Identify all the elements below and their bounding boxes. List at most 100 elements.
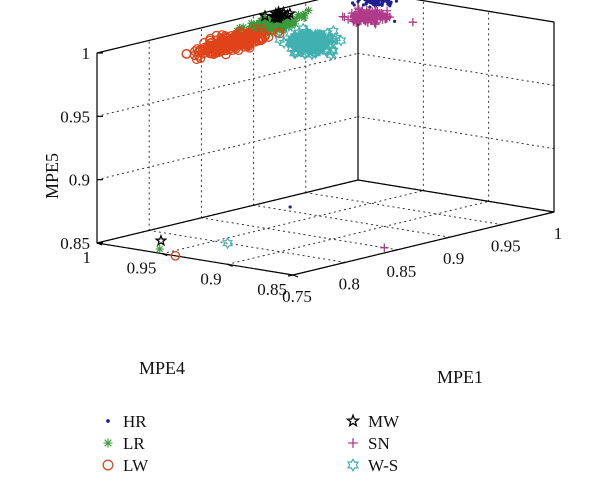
data-point xyxy=(375,9,384,18)
legend-item: HR xyxy=(106,412,147,431)
data-point xyxy=(357,0,361,2)
legend-item: LR xyxy=(103,434,145,453)
grid-line xyxy=(253,204,451,238)
series-lw xyxy=(170,24,285,261)
x-tick-label: 0.75 xyxy=(282,287,312,306)
data-point xyxy=(265,29,274,38)
legend-label: SN xyxy=(368,434,390,453)
data-point xyxy=(227,33,237,44)
z-tick-label: 0.9 xyxy=(69,171,90,190)
data-point xyxy=(155,245,164,254)
x-tick xyxy=(444,236,450,239)
data-point xyxy=(154,233,168,247)
grid-line xyxy=(357,52,555,86)
data-point xyxy=(274,33,286,46)
data-point xyxy=(106,419,110,423)
z-tick-label: 0.95 xyxy=(60,107,90,126)
y-tick xyxy=(292,274,299,278)
data-point xyxy=(276,21,285,30)
data-point xyxy=(323,32,334,46)
data-point xyxy=(346,458,360,472)
z-tick-label: 0.85 xyxy=(60,234,90,253)
x-axis-label: MPE1 xyxy=(437,367,483,387)
data-point xyxy=(360,9,370,19)
data-point xyxy=(252,20,261,29)
data-point xyxy=(193,47,204,58)
grid-line xyxy=(96,52,359,117)
data-point xyxy=(220,36,231,46)
data-point xyxy=(258,9,272,22)
data-point xyxy=(251,36,261,47)
top-back-edge xyxy=(96,0,320,54)
data-point xyxy=(387,0,391,3)
data-point xyxy=(288,21,297,30)
data-point xyxy=(375,1,379,5)
data-point xyxy=(394,0,399,3)
x-tick-label: 0.85 xyxy=(387,262,417,281)
data-point xyxy=(323,39,335,52)
legend-item: W-S xyxy=(346,456,398,475)
data-point xyxy=(382,6,392,15)
data-point xyxy=(345,413,361,428)
data-point xyxy=(234,39,244,50)
z-axis-label: MPE5 xyxy=(42,153,62,199)
data-point xyxy=(291,19,300,28)
right-floor-edge xyxy=(357,179,555,213)
data-point xyxy=(325,48,337,61)
data-point xyxy=(260,19,269,28)
x-tick-label: 0.9 xyxy=(443,249,464,268)
data-point xyxy=(283,6,297,20)
data-point xyxy=(282,16,291,25)
data-point xyxy=(289,17,298,26)
data-point xyxy=(288,46,300,60)
legend-label: LW xyxy=(123,456,149,475)
data-point xyxy=(372,2,376,7)
data-point xyxy=(380,243,389,252)
x-tick xyxy=(340,261,346,264)
series-mw xyxy=(154,5,297,247)
grid-line xyxy=(357,116,555,150)
data-point xyxy=(264,24,273,33)
data-point xyxy=(306,48,318,61)
data-point xyxy=(302,28,313,41)
y-tick xyxy=(227,263,233,267)
data-point xyxy=(234,26,245,37)
legend-item: SN xyxy=(348,434,390,453)
legend-label: HR xyxy=(123,412,147,431)
grid-line xyxy=(305,192,503,226)
x-tick-label: 1 xyxy=(554,224,563,243)
data-point xyxy=(368,7,377,16)
data-point xyxy=(335,34,347,47)
data-point xyxy=(330,31,342,45)
data-point xyxy=(295,13,304,22)
x-axis-line xyxy=(292,211,555,276)
data-point xyxy=(272,5,286,18)
axis-box xyxy=(96,0,555,276)
data-point xyxy=(205,40,215,51)
data-point xyxy=(393,19,397,23)
x-tick xyxy=(287,274,294,277)
data-point xyxy=(350,1,355,5)
y-tick-label: 1 xyxy=(83,248,92,267)
x-tick xyxy=(392,249,398,252)
data-point xyxy=(348,438,358,448)
x-tick-label: 0.8 xyxy=(339,274,360,293)
data-point xyxy=(273,19,282,28)
series-w-s xyxy=(222,22,347,250)
y-axis-line xyxy=(96,242,294,276)
data-point xyxy=(170,250,181,261)
data-point xyxy=(301,9,310,18)
x-tick xyxy=(496,224,502,227)
data-point xyxy=(292,45,303,58)
data-point xyxy=(321,44,333,58)
data-point xyxy=(210,39,221,50)
grid-line xyxy=(200,217,398,251)
data-point xyxy=(380,2,384,7)
data-point xyxy=(294,10,303,19)
grid-line xyxy=(227,200,490,265)
data-point xyxy=(304,36,316,49)
data-point xyxy=(239,23,248,32)
grid-line xyxy=(148,229,346,263)
data-point xyxy=(243,37,254,48)
